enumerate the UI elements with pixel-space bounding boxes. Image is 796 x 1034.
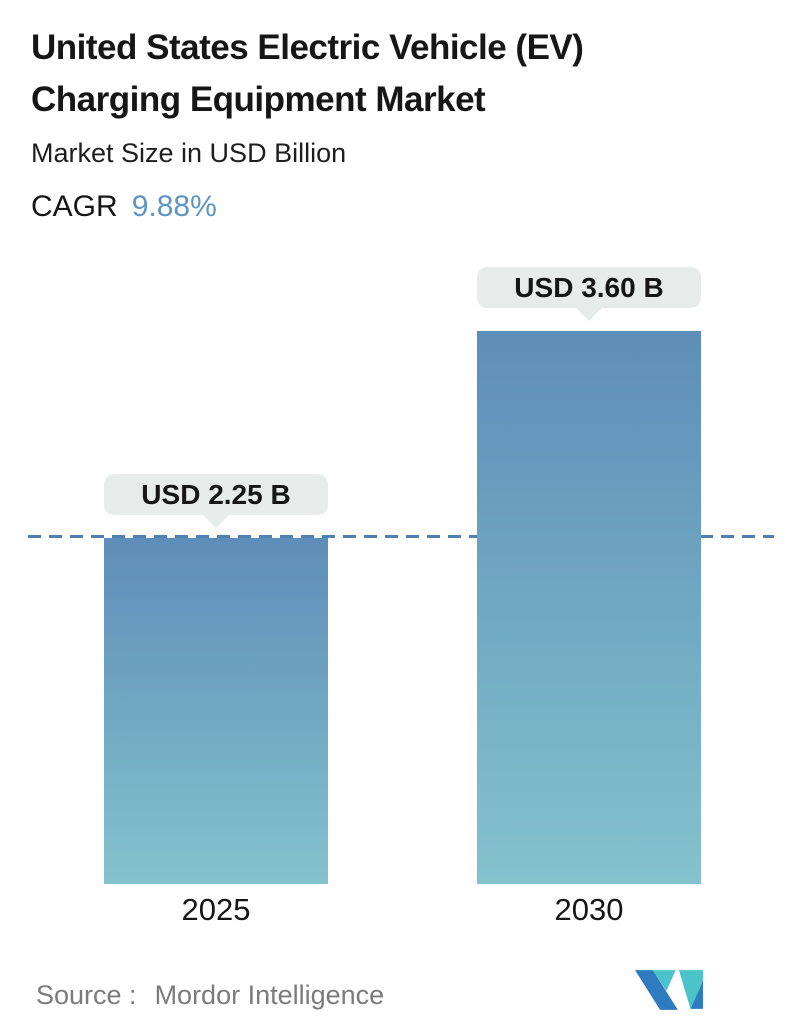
value-tooltip-2030: USD 3.60 B [477, 267, 701, 321]
x-axis-label-2025: 2025 [181, 892, 251, 927]
page-title: United States Electric Vehicle (EV) Char… [31, 22, 751, 126]
cagr-value: 9.88% [131, 190, 217, 223]
source-label: Source : [36, 980, 137, 1010]
logo-teal-wedge [652, 970, 676, 992]
source-value: Mordor Intelligence [154, 980, 385, 1010]
baseline-dashed-line [28, 535, 774, 538]
bar-2025 [104, 538, 328, 884]
logo-blue-diagonal [635, 970, 678, 1010]
cagr-label: CAGR [31, 190, 118, 223]
page-title-line2: Charging Equipment Market [31, 80, 486, 119]
logo-blue-right-triangle [690, 980, 703, 1009]
source-line: Source : Mordor Intelligence [36, 980, 384, 1011]
logo-teal-right [678, 970, 703, 1009]
bar-column-2030: USD 3.60 B 2030 [477, 0, 701, 927]
cagr-row: CAGR 9.88% [31, 190, 217, 224]
bar-column-2025: USD 2.25 B 2025 [104, 0, 328, 927]
value-tooltip-2025: USD 2.25 B [104, 474, 328, 528]
chart-subtitle: Market Size in USD Billion [31, 138, 347, 168]
x-axis-label-2030: 2030 [554, 892, 624, 927]
bar-2030 [477, 331, 701, 884]
mordor-intelligence-logo [635, 970, 703, 1010]
page-title-line1: United States Electric Vehicle (EV) [31, 28, 584, 67]
